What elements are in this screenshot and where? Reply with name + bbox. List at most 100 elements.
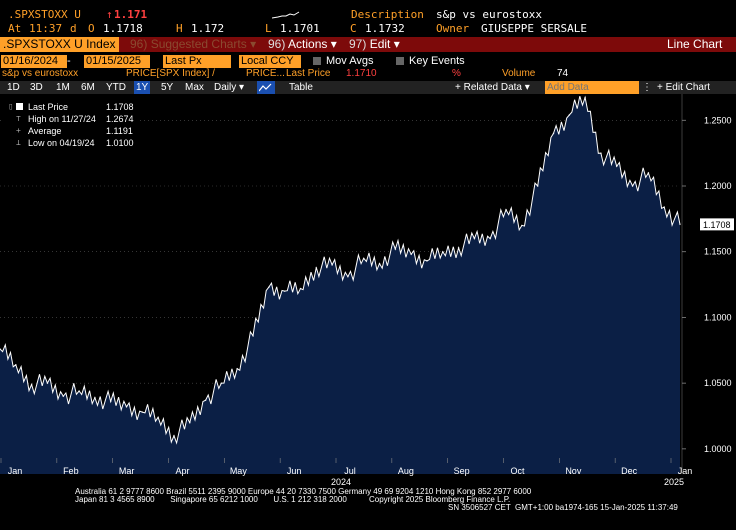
data-point xyxy=(299,287,302,290)
low-marker-icon: ⊥ xyxy=(16,138,21,147)
x-tick-label: Sep xyxy=(454,466,470,476)
edit-button[interactable]: 97) Edit ▾ xyxy=(349,37,400,52)
start-date-field[interactable]: 01/16/2024 xyxy=(1,55,67,68)
checkbox-icon xyxy=(313,57,321,66)
data-point xyxy=(188,421,191,424)
high-marker-icon: ⊤ xyxy=(16,114,21,123)
x-tick-label: Jan xyxy=(8,466,23,476)
year-label-2025: 2025 xyxy=(664,477,684,487)
series-line xyxy=(0,95,681,445)
y-tick-label: 1.1000 xyxy=(704,312,732,322)
description-value: s&p vs eurostoxx xyxy=(436,8,542,21)
legend-low-label: Low on 04/19/24 xyxy=(28,138,95,148)
period-6m[interactable]: 6M xyxy=(81,82,95,93)
legend-low: 1.0100 xyxy=(106,138,134,148)
data-point xyxy=(536,185,539,187)
x-tick-label: Jul xyxy=(344,466,356,476)
settings-row: 01/16/2024 - 01/15/2025 Last Px Local CC… xyxy=(0,55,736,69)
data-point xyxy=(378,262,381,265)
percent-change: % xyxy=(452,68,461,79)
period-ytd[interactable]: YTD xyxy=(106,82,126,93)
data-point xyxy=(410,253,412,256)
data-point xyxy=(78,390,80,392)
mov-avgs-toggle[interactable]: Mov Avgs xyxy=(313,55,374,67)
related-data-button[interactable]: + Related Data ▾ xyxy=(455,81,530,94)
last-price-swatch xyxy=(16,103,23,110)
data-point xyxy=(109,400,112,403)
series-bar: s&p vs eurostoxx PRICE[SPX Index] / PRIC… xyxy=(0,68,736,81)
legend-average-label: Average xyxy=(28,126,62,136)
volume-value: 74 xyxy=(557,68,569,79)
data-point xyxy=(15,363,17,366)
year-label-2024: 2024 xyxy=(331,477,351,487)
data-point xyxy=(125,406,128,408)
edit-label: Edit xyxy=(369,37,391,51)
x-tick-label: Aug xyxy=(398,466,414,476)
table-button[interactable]: Table xyxy=(289,82,313,93)
sparkline-icon xyxy=(272,11,300,19)
price-chart[interactable]: 1.2500 1.2000 1.1500 1.1000 1.0500 1.0000 1.17… xyxy=(0,94,736,530)
data-point xyxy=(220,382,223,384)
data-point xyxy=(252,335,254,337)
data-point xyxy=(457,246,460,249)
checkbox-icon xyxy=(396,57,404,66)
d-label: d xyxy=(70,22,77,35)
data-point xyxy=(663,206,665,208)
actions-label: Actions xyxy=(288,37,328,51)
add-data-input[interactable] xyxy=(545,81,639,94)
key-events-toggle[interactable]: Key Events xyxy=(396,55,465,67)
period-max[interactable]: Max xyxy=(185,82,204,93)
y-tick-label: 1.0000 xyxy=(704,444,732,454)
volume-label: Volume xyxy=(502,68,536,79)
data-point xyxy=(236,367,239,370)
line-chart-icon[interactable] xyxy=(257,81,275,94)
average-marker-icon: + xyxy=(16,126,21,135)
footer-session: SN 3506527 CET GMT+1:00 ba1974-165 15-Ja… xyxy=(448,503,678,512)
period-3d[interactable]: 3D xyxy=(30,82,43,93)
data-point xyxy=(679,223,681,226)
data-point xyxy=(362,257,365,260)
x-tick-label: Nov xyxy=(565,466,582,476)
x-tick-label: Mar xyxy=(119,466,135,476)
more-icon[interactable]: ⋮ xyxy=(642,82,652,93)
data-point xyxy=(283,290,286,292)
date-separator: - xyxy=(67,55,71,67)
security-field[interactable]: .SPXSTOXX U Index xyxy=(0,37,119,52)
chart-legend: ▯ Last Price 1.1708 ⊤ High on 11/27/24 1… xyxy=(4,100,138,150)
period-5y[interactable]: 5Y xyxy=(161,82,174,93)
frequency-select[interactable]: Daily ▾ xyxy=(214,81,244,94)
suggested-charts-button[interactable]: 96) Suggested Charts ▾ xyxy=(130,37,256,52)
period-1y[interactable]: 1Y xyxy=(134,81,151,94)
chevron-down-icon: ▾ xyxy=(524,82,530,93)
x-tick-label: Dec xyxy=(621,466,638,476)
header-row-2: At 11:37 d O 1.1718 H 1.172 L 1.1701 C 1… xyxy=(0,22,736,36)
data-point xyxy=(631,185,634,187)
command-bar: .SPXSTOXX U Index 96) Suggested Charts ▾… xyxy=(0,37,736,52)
data-point xyxy=(568,114,571,116)
y-tick-label: 1.1500 xyxy=(704,247,732,257)
x-tick-label: Jan xyxy=(678,466,693,476)
currency-select[interactable]: Local CCY xyxy=(239,55,301,68)
y-tick-label: 1.2500 xyxy=(704,115,732,125)
legend-high-label: High on 11/27/24 xyxy=(28,114,96,124)
data-point xyxy=(315,266,318,269)
period-1m[interactable]: 1M xyxy=(56,82,70,93)
legend-average: 1.1191 xyxy=(106,126,133,136)
open-value: 1.1718 xyxy=(103,22,143,35)
suggested-charts-label: Suggested Charts xyxy=(150,37,247,51)
up-arrow-icon: ↑ xyxy=(106,8,113,21)
collapse-icon[interactable]: ▯ xyxy=(8,102,14,112)
period-1d[interactable]: 1D xyxy=(7,82,20,93)
edit-chart-label: Edit Chart xyxy=(665,82,711,93)
toolbar: 1D 3D 1M 6M YTD 1Y 5Y Max Daily ▾ Table … xyxy=(0,81,736,94)
plus-icon: + xyxy=(455,82,464,93)
end-date-field[interactable]: 01/15/2025 xyxy=(84,55,150,68)
ticker-label[interactable]: .SPXSTOXX U xyxy=(8,8,81,21)
data-point xyxy=(268,286,270,288)
data-point xyxy=(94,396,96,399)
price-field-select[interactable]: Last Px xyxy=(163,55,231,68)
edit-chart-button[interactable]: + Edit Chart xyxy=(657,81,710,94)
actions-button[interactable]: 96) Actions ▾ xyxy=(268,37,337,52)
mov-avgs-label: Mov Avgs xyxy=(326,55,374,67)
data-point xyxy=(600,152,602,154)
